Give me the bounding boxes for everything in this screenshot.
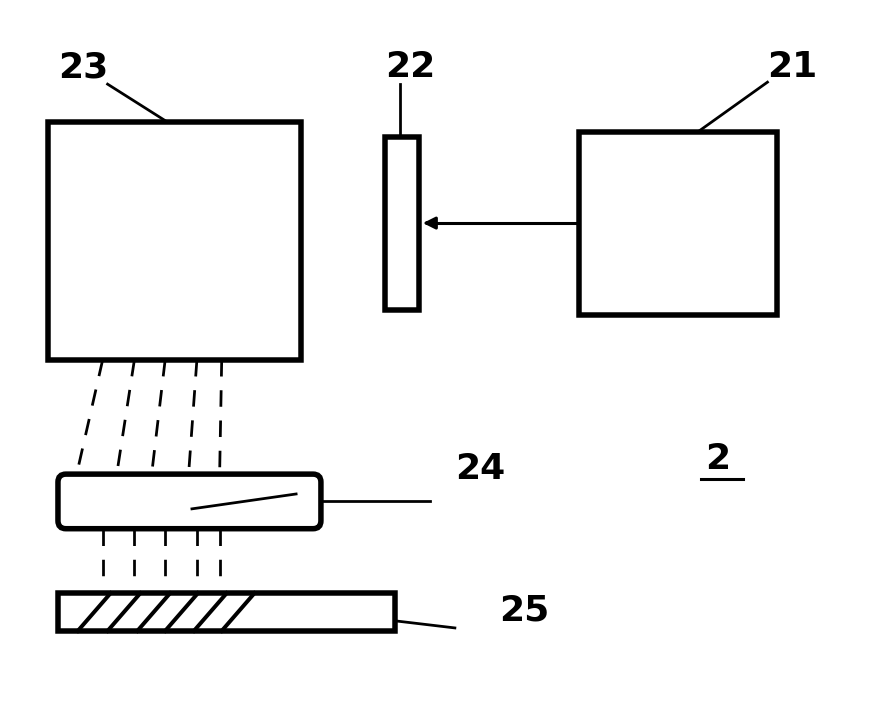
FancyBboxPatch shape <box>58 474 321 529</box>
Text: 21: 21 <box>767 51 818 84</box>
Text: 24: 24 <box>455 452 505 486</box>
FancyBboxPatch shape <box>48 122 301 360</box>
Text: 25: 25 <box>500 593 550 627</box>
Text: 2: 2 <box>706 443 730 477</box>
FancyBboxPatch shape <box>385 136 419 310</box>
FancyBboxPatch shape <box>579 132 777 316</box>
Text: 23: 23 <box>57 51 107 84</box>
Text: 22: 22 <box>385 51 435 84</box>
FancyBboxPatch shape <box>58 593 396 631</box>
